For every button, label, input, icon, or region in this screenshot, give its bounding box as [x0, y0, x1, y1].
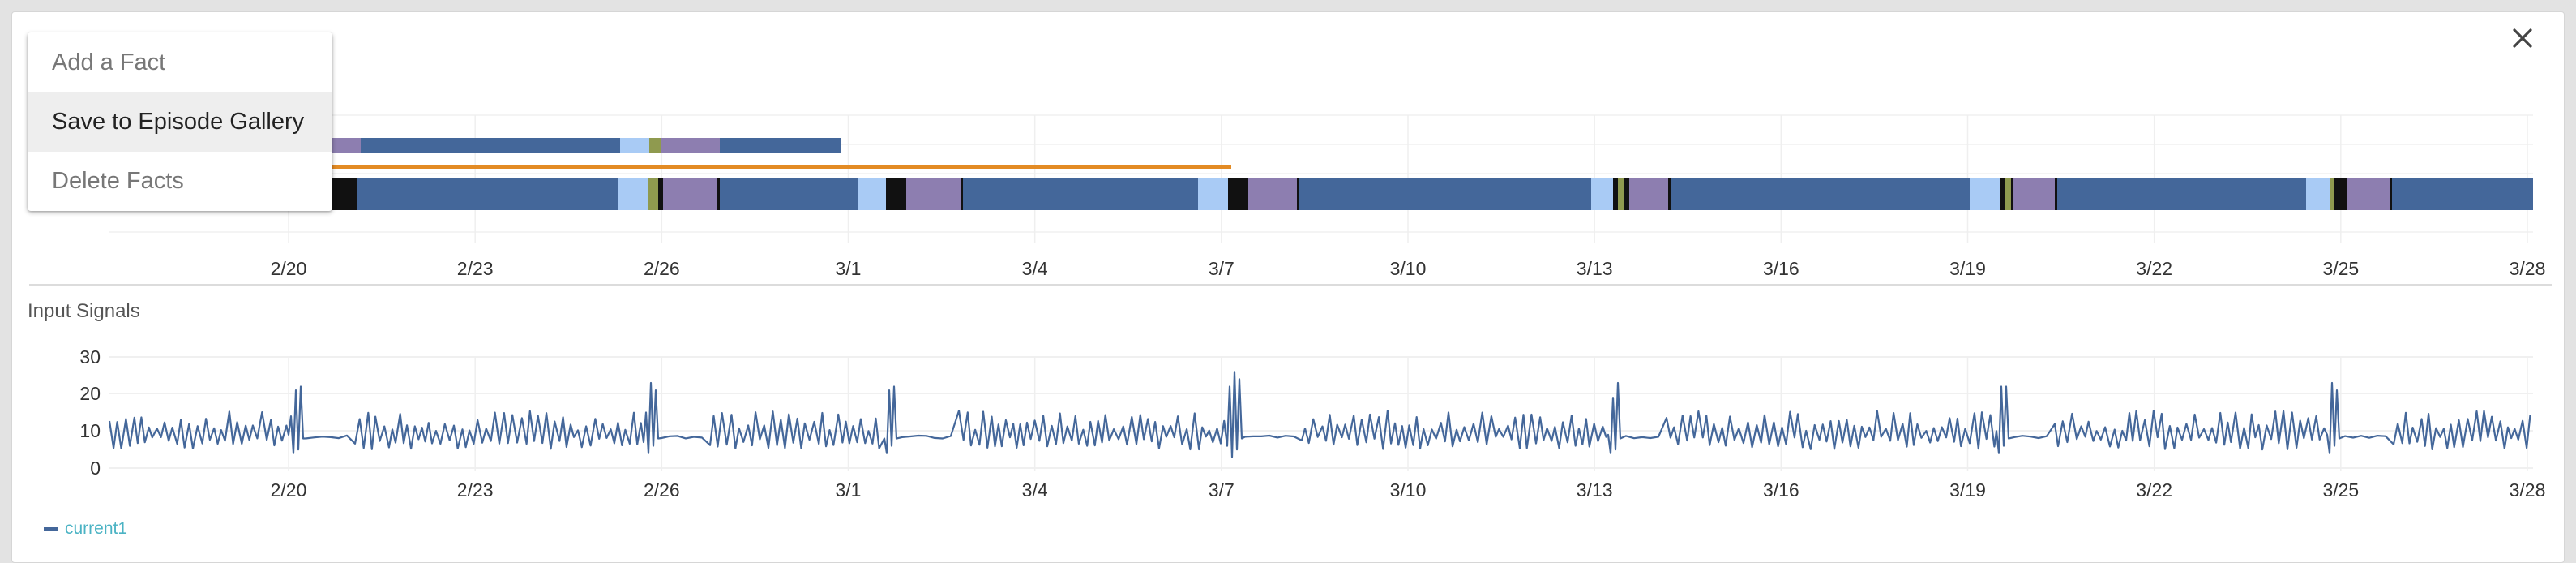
episode-segment[interactable]	[1228, 178, 1248, 210]
episode-segment[interactable]	[1629, 178, 1668, 210]
close-icon	[2513, 28, 2532, 48]
x-tick-label: 3/28	[2510, 479, 2546, 501]
x-tick-label: 3/10	[1390, 258, 1427, 279]
episode-panel	[11, 11, 2565, 563]
signal-series-line[interactable]	[108, 371, 2531, 458]
y-tick-label: 30	[79, 346, 101, 367]
episode-segment[interactable]	[1624, 178, 1629, 210]
x-tick-label: 3/22	[2136, 258, 2172, 279]
episode-segment[interactable]	[1591, 178, 1613, 210]
episode-chart[interactable]	[320, 138, 2533, 210]
x-tick-label: 3/13	[1577, 258, 1613, 279]
close-button[interactable]	[2507, 23, 2538, 54]
x-tick-label: 2/23	[457, 258, 494, 279]
episode-segment[interactable]	[2000, 178, 2005, 210]
episode-segment[interactable]	[1198, 178, 1228, 210]
episode-segment[interactable]	[1970, 178, 2000, 210]
episode-segment[interactable]	[1618, 178, 1624, 210]
episode-segment[interactable]	[320, 138, 620, 153]
x-tick-label: 3/7	[1209, 258, 1235, 279]
x-tick-label: 3/16	[1763, 479, 1799, 501]
episode-segment[interactable]	[2334, 178, 2347, 210]
episode-chart-x-axis: 2/20 2/23 2/26 3/1 3/4 3/7 3/10 3/13 3/16 3/19 3/2…	[271, 258, 2546, 279]
x-tick-label: 3/1	[836, 479, 862, 501]
episode-segment[interactable]	[2013, 178, 2055, 210]
episode-segment[interactable]	[2011, 178, 2013, 210]
episode-segment[interactable]	[1248, 178, 1297, 210]
x-tick-label: 3/1	[836, 258, 862, 279]
episode-segment[interactable]	[2005, 178, 2011, 210]
episode-segment[interactable]	[720, 138, 841, 153]
episode-segment[interactable]	[2330, 178, 2334, 210]
x-tick-label: 2/20	[271, 479, 307, 501]
episode-segment[interactable]	[1668, 178, 1671, 210]
x-tick-label: 3/28	[2510, 258, 2546, 279]
episode-marker-line[interactable]	[320, 165, 1231, 169]
episode-segment[interactable]	[906, 178, 961, 210]
episode-segment[interactable]	[717, 178, 720, 210]
episode-segment[interactable]	[2390, 178, 2392, 210]
episode-segment[interactable]	[618, 178, 648, 210]
episode-segment[interactable]	[858, 178, 886, 210]
x-tick-label: 3/7	[1209, 479, 1235, 501]
save-to-episode-gallery-menu-item[interactable]: Save to Episode Gallery	[28, 92, 332, 152]
legend-label-current1: current1	[65, 519, 128, 538]
episode-segment[interactable]	[2347, 178, 2390, 210]
episode-segment[interactable]	[658, 178, 663, 210]
x-tick-label: 3/4	[1022, 258, 1048, 279]
x-tick-label: 2/23	[457, 479, 494, 501]
x-tick-label: 3/10	[1390, 479, 1427, 501]
legend-swatch	[44, 527, 58, 531]
x-tick-label: 2/20	[271, 258, 307, 279]
episode-segment[interactable]	[2055, 178, 2057, 210]
episode-segment[interactable]	[2306, 178, 2330, 210]
episode-segment[interactable]	[649, 138, 661, 153]
y-tick-label: 20	[79, 383, 101, 404]
signal-chart-y-axis: 30 20 10 0	[79, 346, 101, 479]
x-tick-label: 3/19	[1949, 258, 1986, 279]
x-tick-label: 3/25	[2322, 258, 2359, 279]
episode-segment[interactable]	[961, 178, 963, 210]
signals-section-title: Input Signals	[28, 300, 140, 322]
x-tick-label: 3/16	[1763, 258, 1799, 279]
x-tick-label: 3/19	[1949, 479, 1986, 501]
episode-segment[interactable]	[620, 138, 649, 153]
signal-chart-grid	[109, 356, 2533, 471]
episode-segment[interactable]	[1297, 178, 1299, 210]
episode-segment[interactable]	[661, 138, 720, 153]
episode-segment[interactable]	[663, 178, 717, 210]
episode-segment[interactable]	[886, 178, 906, 210]
x-tick-label: 3/13	[1577, 479, 1613, 501]
episode-segment[interactable]	[648, 178, 658, 210]
chart-legend[interactable]: current1	[44, 519, 127, 539]
x-tick-label: 3/25	[2322, 479, 2359, 501]
episode-segment[interactable]	[1613, 178, 1618, 210]
add-fact-menu-item[interactable]: Add a Fact	[52, 49, 166, 75]
context-menu: Add a Fact Save to Episode Gallery Delet…	[28, 32, 332, 211]
x-tick-label: 2/26	[644, 258, 680, 279]
y-tick-label: 10	[79, 420, 101, 441]
x-tick-label: 3/4	[1022, 479, 1048, 501]
signal-chart-x-axis: 2/20 2/23 2/26 3/1 3/4 3/7 3/10 3/13 3/16 3/19 3/2…	[271, 479, 2546, 501]
x-tick-label: 2/26	[644, 479, 680, 501]
delete-facts-menu-item[interactable]: Delete Facts	[52, 168, 184, 194]
y-tick-label: 0	[90, 458, 101, 479]
episode-segment[interactable]	[332, 178, 357, 210]
x-tick-label: 3/22	[2136, 479, 2172, 501]
